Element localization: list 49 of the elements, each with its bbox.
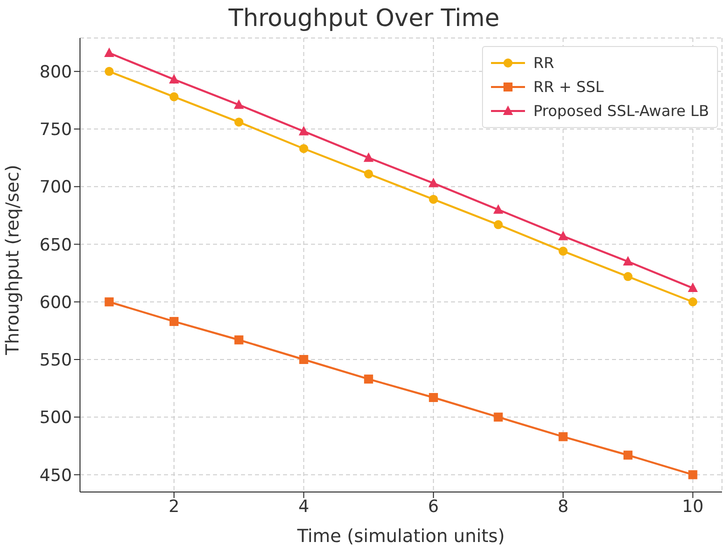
point [623,450,632,460]
point [364,152,374,162]
point [234,118,244,127]
point [558,246,568,256]
point [688,470,698,480]
point [622,256,633,266]
point [364,374,374,384]
y-axis-title: Throughput (req/sec) [2,164,24,356]
x-tick-label: 4 [298,497,310,518]
point [299,144,308,154]
legend-label: RR [533,54,554,72]
x-tick-label: 2 [168,497,180,518]
point [104,297,114,306]
point [364,169,374,178]
point [170,316,179,326]
y-tick-label: 650 [40,235,72,256]
y-tick-label: 500 [40,408,72,428]
y-tick-label: 700 [40,178,72,198]
point [298,126,309,136]
point [234,99,244,109]
point [494,220,503,230]
point [494,412,503,422]
x-tick-label: 8 [558,497,569,518]
y-tick-label: 750 [40,120,72,140]
point [688,282,698,292]
point [558,230,568,240]
y-tick-label: 600 [40,292,72,313]
point [170,92,179,102]
point [169,74,180,84]
x-tick-label: 6 [428,497,439,518]
y-tick-label: 550 [40,350,72,371]
x-axis-title: Time (simulation units) [296,526,505,547]
y-tick-label: 450 [40,466,72,486]
chart-title: Throughput Over Time [227,4,501,32]
point [428,178,438,188]
legend-label: RR + SSL [533,78,604,96]
point [688,297,698,306]
point [234,335,244,344]
point [493,204,504,214]
point [428,393,438,402]
x-tick-label: 10 [682,497,704,518]
legend-label: Proposed SSL-Aware LB [533,102,709,120]
point [299,354,308,364]
point [428,194,438,204]
point [104,66,114,76]
point [104,47,114,57]
point [558,432,568,442]
y-tick-label: 800 [40,62,72,82]
point [623,272,632,282]
